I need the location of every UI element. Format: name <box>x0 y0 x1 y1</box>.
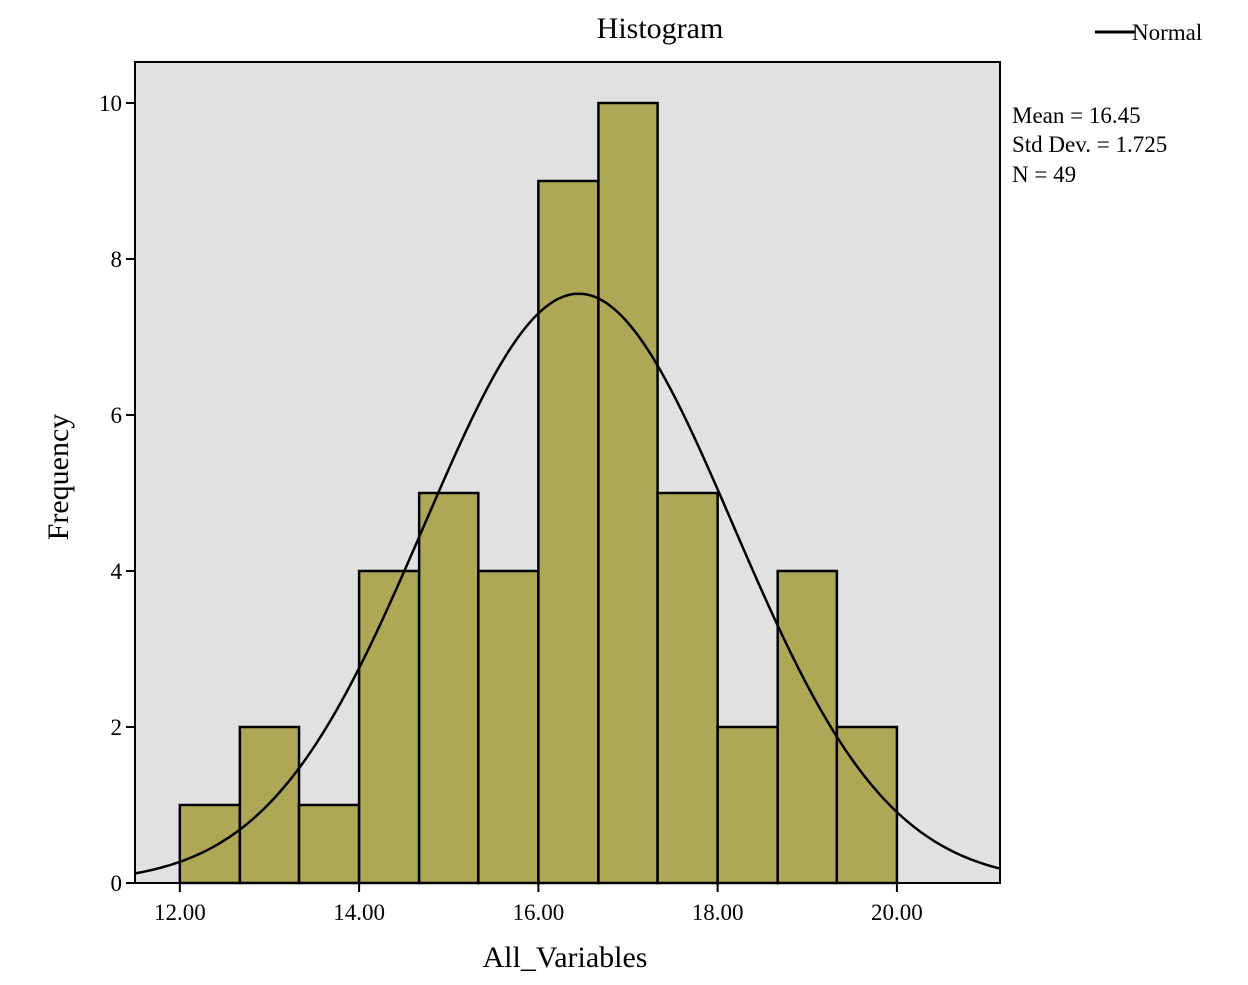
histogram-bar-5 <box>417 491 480 885</box>
histogram-bar-9 <box>656 491 719 885</box>
stats-box: Mean = 16.45 Std Dev. = 1.725 N = 49 <box>1012 103 1167 187</box>
y-tick-label-2: 2 <box>111 715 123 740</box>
histogram-bar-1 <box>178 803 242 885</box>
histogram-bar-4 <box>357 569 421 885</box>
histogram-bar-7 <box>537 179 600 885</box>
y-tick-label-10: 10 <box>99 91 122 116</box>
legend-normal-label: Normal <box>1132 20 1202 45</box>
stat-std-dev: Std Dev. = 1.725 <box>1012 132 1167 157</box>
x-tick-label-12.00: 12.00 <box>154 900 206 925</box>
stat-n: N = 49 <box>1012 162 1076 187</box>
y-tick-label-0: 0 <box>111 871 123 896</box>
chart-title: Histogram <box>597 12 724 45</box>
histogram-bar-6 <box>477 569 540 885</box>
y-tick-label-6: 6 <box>111 403 123 428</box>
x-axis-label: All_Variables <box>483 941 648 974</box>
stat-mean: Mean = 16.45 <box>1012 103 1141 128</box>
x-tick-label-14.00: 14.00 <box>333 900 385 925</box>
normal-curve <box>134 292 1001 875</box>
histogram-bar-11 <box>776 569 839 885</box>
histogram-bar-10 <box>716 725 779 885</box>
x-tick-label-18.00: 18.00 <box>692 900 744 925</box>
legend: Normal <box>1095 20 1202 45</box>
axes-group: 0 2 4 6 8 10 12.00 14.00 16.00 18.00 20.00 <box>99 91 923 925</box>
y-tick-label-8: 8 <box>111 247 123 272</box>
x-tick-label-16.00: 16.00 <box>512 900 564 925</box>
y-axis-label: Frequency <box>42 414 75 541</box>
histogram-bar-8 <box>597 101 659 885</box>
x-tick-label-20.00: 20.00 <box>871 900 923 925</box>
y-tick-label-4: 4 <box>111 559 123 584</box>
histogram-bar-3 <box>297 803 361 885</box>
